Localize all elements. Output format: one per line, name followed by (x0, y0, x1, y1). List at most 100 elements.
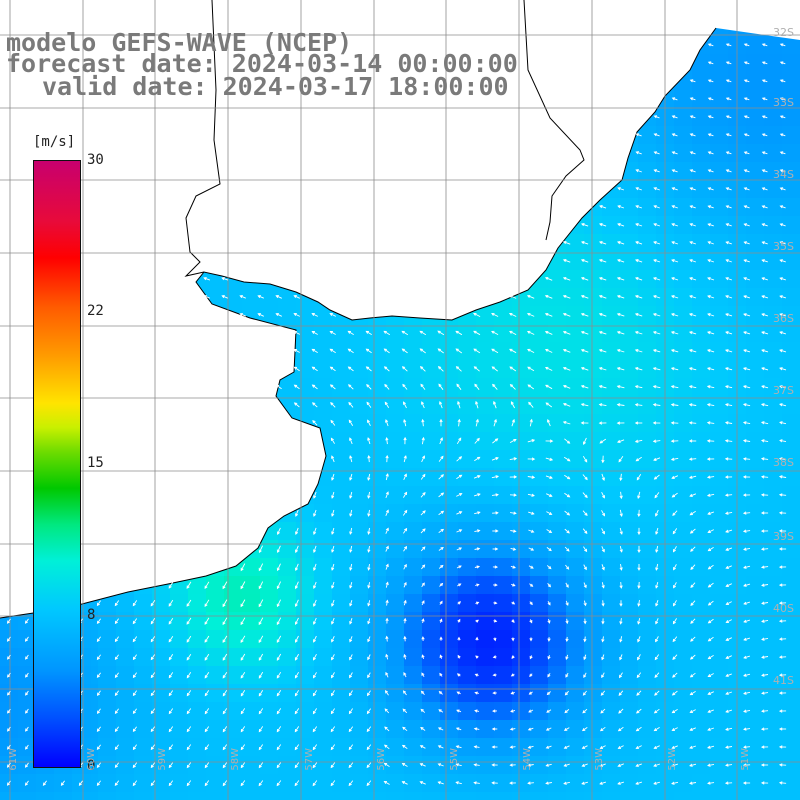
wind-arrow (330, 708, 335, 715)
wind-cell (242, 594, 261, 613)
wind-arrow (707, 259, 715, 263)
wind-arrow (583, 618, 587, 625)
wind-cell (710, 486, 729, 505)
wind-cell (260, 612, 279, 631)
wind-cell (584, 720, 603, 739)
wind-arrow (455, 330, 463, 336)
wind-arrow (312, 617, 317, 625)
wind-cell (332, 468, 351, 487)
wind-cell (764, 234, 783, 253)
wind-arrow (114, 636, 119, 643)
wind-arrow (258, 599, 264, 608)
wind-arrow (132, 708, 137, 715)
wind-arrow (600, 690, 606, 696)
wind-cell (602, 432, 621, 451)
wind-cell (332, 558, 351, 577)
wind-cell (224, 666, 243, 685)
wind-cell (404, 522, 423, 541)
wind-cell (206, 648, 225, 667)
wind-cell (602, 648, 621, 667)
wind-cell (458, 324, 477, 343)
wind-arrows (6, 43, 787, 787)
wind-cell (674, 504, 693, 523)
wind-cell (116, 594, 135, 613)
wind-arrow (564, 438, 571, 444)
wind-cell (602, 324, 621, 343)
wind-cell (404, 594, 423, 613)
wind-arrow (349, 654, 353, 661)
wind-arrow (581, 727, 588, 732)
wind-cell (458, 720, 477, 739)
wind-arrow (6, 636, 11, 642)
wind-cell (458, 612, 477, 631)
wind-arrow (545, 402, 553, 408)
wind-cell (116, 738, 135, 757)
wind-arrow (725, 295, 733, 299)
wind-arrow (367, 654, 371, 661)
wind-cell (458, 342, 477, 361)
wind-arrow (419, 745, 426, 749)
wind-cell (152, 738, 171, 757)
wind-cell (36, 792, 55, 800)
wind-arrow (96, 690, 101, 696)
wind-arrow (365, 348, 372, 354)
wind-arrow (779, 79, 786, 83)
wind-arrow (545, 727, 552, 731)
wind-arrow (132, 636, 138, 643)
wind-arrow (583, 600, 587, 607)
wind-arrow (673, 546, 677, 553)
wind-arrow (563, 781, 571, 785)
wind-cell (458, 468, 477, 487)
wind-arrow (743, 259, 750, 263)
wind-arrow (457, 618, 461, 623)
wind-cell (188, 720, 207, 739)
wind-arrow (707, 133, 714, 137)
wind-arrow (547, 583, 552, 588)
wind-arrow (743, 349, 751, 353)
wind-arrow (562, 330, 571, 335)
wind-arrow (761, 151, 768, 155)
wind-cell (584, 252, 603, 271)
wind-arrow (114, 600, 120, 607)
wind-cell (512, 756, 531, 775)
wind-cell (278, 594, 297, 613)
wind-cell (674, 738, 693, 757)
wind-arrow (707, 745, 715, 749)
wind-cell (530, 378, 549, 397)
wind-arrow (114, 618, 119, 625)
wind-arrow (598, 367, 607, 371)
colorbar-tick-30: 30 (87, 152, 104, 168)
wind-cell (206, 702, 225, 721)
wind-cell (314, 594, 333, 613)
wind-cell (332, 594, 351, 613)
wind-arrow (294, 599, 299, 608)
wind-cell (314, 738, 333, 757)
wind-cell (116, 612, 135, 631)
wind-arrow (688, 421, 697, 425)
wind-cell (152, 792, 171, 800)
wind-arrow (779, 367, 787, 371)
wind-arrow (652, 313, 661, 317)
wind-cell (350, 684, 369, 703)
wind-cell (602, 558, 621, 577)
wind-cell (692, 684, 711, 703)
wind-arrow (617, 439, 625, 443)
wind-cell (746, 468, 765, 487)
wind-arrow (168, 780, 174, 787)
wind-cell (242, 576, 261, 595)
wind-arrow (707, 564, 714, 570)
wind-arrow (240, 599, 246, 608)
wind-cell (782, 36, 800, 55)
wind-cell (692, 162, 711, 181)
wind-arrow (457, 601, 462, 605)
wind-cell (476, 324, 495, 343)
wind-arrow (385, 545, 389, 552)
wind-cell (350, 396, 369, 415)
wind-cell (440, 504, 459, 523)
wind-arrow (582, 455, 588, 463)
wind-cell (458, 594, 477, 613)
wind-arrow (295, 509, 299, 517)
wind-cell (764, 540, 783, 559)
wind-arrow (527, 763, 534, 767)
wind-arrow (725, 691, 733, 695)
